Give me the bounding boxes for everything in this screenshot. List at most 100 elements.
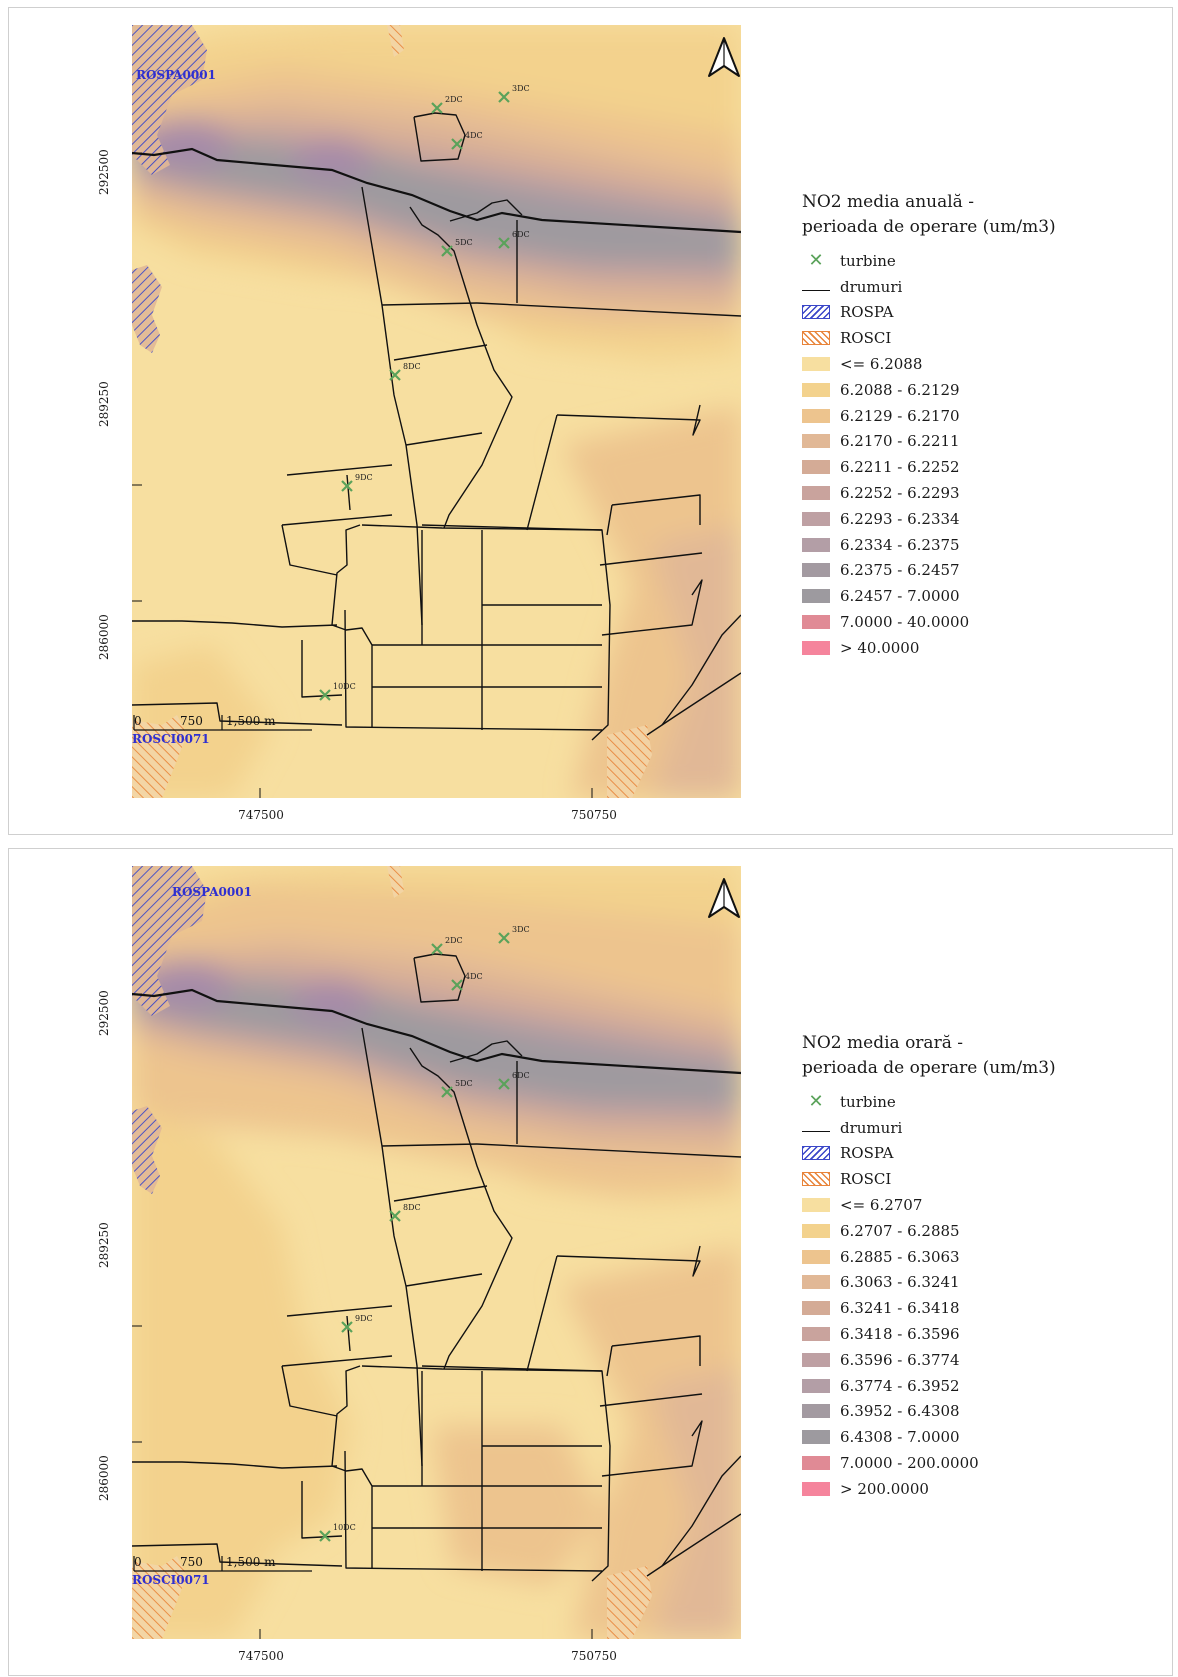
turbine-label: 4DC [465, 131, 483, 140]
road [405, 432, 483, 446]
main-road [132, 988, 741, 1075]
legend-class-row: <= 6.2707 [802, 1192, 1162, 1218]
road [361, 1365, 603, 1372]
legend-class-row: > 200.0000 [802, 1476, 1162, 1502]
class-range-label: <= 6.2088 [840, 355, 923, 374]
scale-bar: 0 750 1,500 m [133, 714, 312, 731]
concentration-map: 2DC 3DC 4DC 5DC 6DC 8DC 9DC 10DC ROSPA0001 ROSCI0… [132, 866, 741, 1639]
legend-title: NO2 media anuală - perioada de operare (u… [802, 190, 1162, 240]
class-color-swatch [802, 1429, 830, 1445]
legend-class-row: 6.3241 - 6.3418 [802, 1295, 1162, 1321]
turbine-label: 6DC [512, 1071, 530, 1080]
legend-class-row: 6.2211 - 6.2252 [802, 454, 1162, 480]
y-tick-text: 292500 [97, 990, 111, 1036]
y-tick-text: 292500 [97, 149, 111, 195]
class-color-swatch [802, 511, 830, 527]
legend-class-row: 6.4308 - 7.0000 [802, 1424, 1162, 1450]
class-color-swatch [802, 1481, 830, 1497]
class-color-swatch [802, 1326, 830, 1342]
rospa-area [132, 866, 207, 1016]
rospa-hatch-swatch [802, 1145, 830, 1161]
road [381, 1143, 478, 1147]
legend-item-road: drumuri [802, 274, 1162, 300]
class-range-label: 6.2293 - 6.2334 [840, 509, 960, 528]
turbine-marker: 4DC [451, 131, 483, 150]
legend-class-row: 6.2170 - 6.2211 [802, 429, 1162, 455]
class-range-label: 6.3063 - 6.3241 [840, 1273, 960, 1292]
road [346, 1315, 351, 1352]
class-color-swatch [802, 588, 830, 604]
turbine-label: 9DC [355, 473, 373, 482]
legend-item-turbine: ✕ turbine [802, 248, 1162, 274]
turbine-marker: 4DC [451, 972, 483, 991]
legend-label: ROSPA [840, 1144, 894, 1163]
legend-class-row: 6.2129 - 6.2170 [802, 403, 1162, 429]
road [346, 474, 351, 511]
legend-item-rosci: ROSCI [802, 1166, 1162, 1192]
road [421, 1365, 611, 1582]
class-color-swatch [802, 614, 830, 630]
class-range-label: > 40.0000 [840, 638, 920, 657]
road [281, 514, 393, 526]
class-color-swatch [802, 1197, 830, 1213]
legend-class-row: 6.2293 - 6.2334 [802, 506, 1162, 532]
legend-title-line2: perioada de operare (um/m3) [802, 1058, 1056, 1078]
rospa-area [132, 265, 162, 353]
road [661, 614, 741, 726]
legend-class-row: 6.3418 - 6.3596 [802, 1321, 1162, 1347]
scale-mid: 750 [180, 1555, 203, 1569]
road [526, 1255, 558, 1372]
turbine-marker: 5DC [441, 1079, 473, 1098]
road [449, 199, 523, 222]
legend-label: turbine [840, 1092, 896, 1111]
rosci-area [387, 25, 404, 57]
legend-class-row: 6.2885 - 6.3063 [802, 1244, 1162, 1270]
concentration-contours [132, 25, 741, 798]
road [601, 579, 703, 636]
turbine-marker: 6DC [498, 230, 530, 249]
turbine-label: 2DC [445, 936, 463, 945]
legend-class-row: 6.3063 - 6.3241 [802, 1270, 1162, 1296]
legend-class-row: 6.3952 - 6.4308 [802, 1399, 1162, 1425]
turbine-label: 2DC [445, 95, 463, 104]
class-color-swatch [802, 408, 830, 424]
y-tick-text: 289250 [97, 381, 111, 427]
rospa-area [132, 1106, 162, 1194]
class-color-swatch [802, 485, 830, 501]
class-color-swatch [802, 1403, 830, 1419]
road [132, 702, 343, 726]
class-range-label: 6.2252 - 6.2293 [840, 484, 960, 503]
road [556, 404, 701, 436]
scale-zero: 0 [134, 714, 142, 728]
turbine-label: 9DC [355, 1314, 373, 1323]
legend-item-rospa: ROSPA [802, 1141, 1162, 1167]
legend-title-line1: NO2 media anuală - [802, 192, 974, 212]
turbine-label: 5DC [455, 238, 473, 247]
road [132, 1461, 338, 1469]
road [413, 953, 466, 1003]
road [606, 504, 613, 536]
turbine-label: 10DC [333, 1523, 356, 1532]
road-network [132, 953, 741, 1582]
road [409, 206, 513, 529]
legend-class-row: > 40.0000 [802, 635, 1162, 661]
road [413, 112, 466, 162]
rosci-area [607, 1566, 652, 1639]
legend-title-line1: NO2 media orară - [802, 1033, 963, 1053]
class-range-label: <= 6.2707 [840, 1196, 923, 1215]
class-range-label: 6.2457 - 7.0000 [840, 587, 960, 606]
road [361, 524, 603, 531]
x-tick-label: 750750 [571, 1649, 617, 1663]
legend-item-rosci: ROSCI [802, 325, 1162, 351]
legend-title-line2: perioada de operare (um/m3) [802, 217, 1056, 237]
legend-label: ROSCI [840, 1170, 892, 1189]
rosci-area [387, 866, 404, 898]
concentration-map: 2DC 3DC 4DC 5DC 6DC 8DC 9DC 10DC ROSPA0001 ROSCI0… [132, 25, 741, 798]
legend-class-row: 6.3596 - 6.3774 [802, 1347, 1162, 1373]
turbine-marker: 10DC [319, 1523, 356, 1542]
turbine-icon: ✕ [808, 249, 824, 271]
road [646, 672, 741, 736]
legend-class-row: <= 6.2088 [802, 351, 1162, 377]
rosci-area [132, 715, 187, 798]
legend-label: drumuri [840, 1118, 903, 1137]
